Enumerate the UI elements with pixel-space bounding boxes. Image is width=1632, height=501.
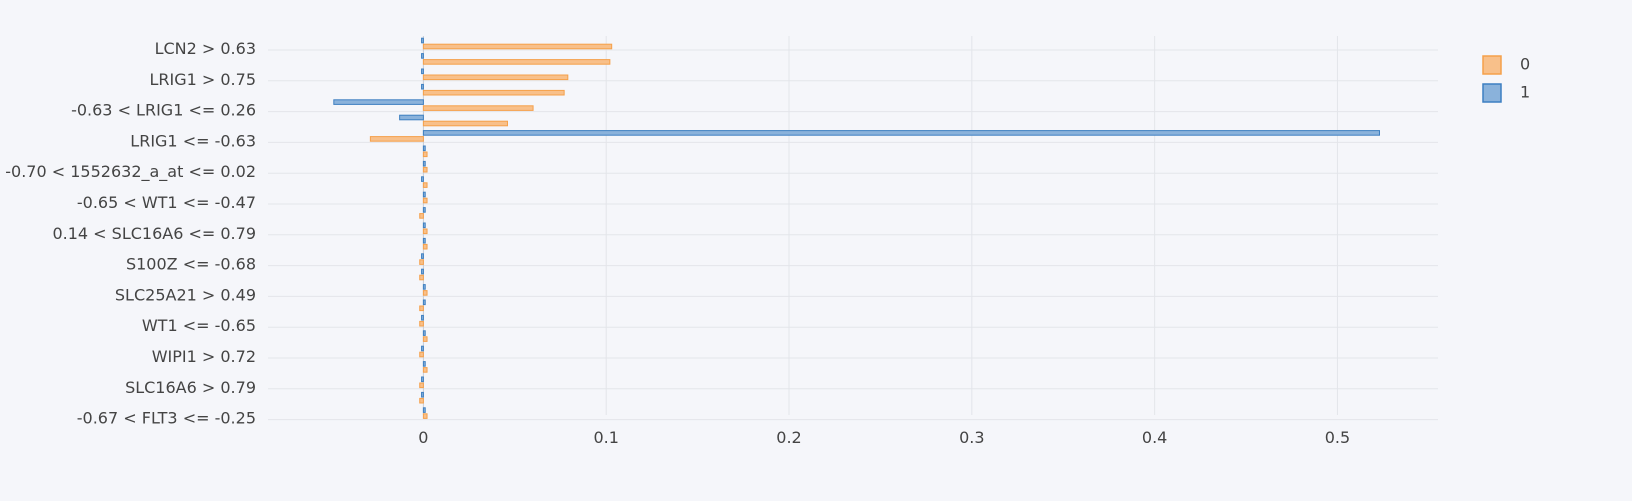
y-tick-label: S100Z <= -0.68 (126, 255, 256, 274)
bar-series-0[interactable] (422, 59, 611, 65)
y-tick-label: SLC25A21 > 0.49 (115, 285, 256, 304)
bar-series-0[interactable] (419, 274, 424, 281)
bars-layer (333, 37, 1380, 419)
bar-series-1[interactable] (421, 37, 424, 44)
x-tick-label: 0.1 (593, 428, 618, 447)
bar-series-0[interactable] (422, 197, 428, 204)
x-tick-label: 0.4 (1142, 428, 1167, 447)
bar-series-1[interactable] (421, 53, 424, 59)
bar-series-0[interactable] (369, 136, 424, 142)
bar-series-1[interactable] (422, 330, 426, 336)
bar-series-1[interactable] (422, 130, 1380, 136)
y-tick-label: -0.63 < LRIG1 <= 0.26 (71, 101, 256, 120)
legend[interactable]: 01 (1482, 55, 1530, 103)
bar-series-0[interactable] (419, 351, 424, 358)
bar-series-1[interactable] (421, 345, 424, 352)
legend-label-series-0[interactable]: 0 (1520, 55, 1530, 74)
bar-series-0[interactable] (419, 305, 424, 312)
y-tick-label: LCN2 > 0.63 (155, 39, 256, 58)
x-tick-label: 0.2 (776, 428, 801, 447)
bar-series-0[interactable] (422, 74, 569, 81)
y-tick-label: WIPI1 > 0.72 (152, 347, 256, 366)
bar-series-0[interactable] (419, 382, 424, 389)
bar-series-1[interactable] (421, 268, 424, 275)
bar-series-1[interactable] (422, 237, 426, 244)
bar-series-1[interactable] (421, 83, 424, 90)
x-tick-label: 0.5 (1325, 428, 1350, 447)
bar-series-1[interactable] (422, 191, 426, 198)
x-axis: 0 0.1 0.2 0.3 0.4 0.5 (418, 428, 1350, 447)
bar-series-0[interactable] (422, 105, 534, 111)
bar-series-0[interactable] (419, 397, 424, 404)
y-tick-label: WT1 <= -0.65 (142, 316, 256, 335)
bar-series-0[interactable] (422, 413, 428, 419)
legend-swatch-series-0[interactable] (1482, 55, 1502, 75)
bar-series-1[interactable] (399, 114, 424, 121)
bar-series-1[interactable] (333, 99, 424, 105)
bar-series-0[interactable] (422, 166, 428, 173)
x-tick-label: 0 (418, 428, 428, 447)
bar-series-0[interactable] (422, 228, 428, 235)
bar-series-1[interactable] (422, 160, 426, 167)
y-tick-label: LRIG1 > 0.75 (149, 70, 256, 89)
bar-series-1[interactable] (422, 284, 426, 290)
y-axis: LCN2 > 0.63 LRIG1 > 0.75 -0.63 < LRIG1 <= … (5, 39, 256, 428)
bar-series-1[interactable] (422, 407, 426, 413)
bar-series-1[interactable] (421, 314, 424, 321)
bar-series-0[interactable] (419, 320, 424, 327)
y-tick-label: -0.70 < 1552632_a_at <= 0.02 (5, 162, 256, 182)
legend-label-series-1[interactable]: 1 (1520, 83, 1530, 102)
y-tick-label: -0.65 < WT1 <= -0.47 (77, 193, 256, 212)
bar-series-0[interactable] (419, 259, 424, 265)
bar-series-1[interactable] (422, 361, 426, 367)
bar-series-1[interactable] (422, 299, 426, 306)
y-tick-label: LRIG1 <= -0.63 (130, 131, 256, 150)
bar-series-1[interactable] (421, 176, 424, 182)
bar-series-1[interactable] (422, 145, 426, 152)
bar-series-0[interactable] (422, 120, 508, 127)
bar-series-0[interactable] (422, 182, 428, 188)
bar-series-0[interactable] (422, 43, 613, 50)
y-tick-label: 0.14 < SLC16A6 <= 0.79 (52, 224, 256, 243)
bar-series-0[interactable] (422, 243, 428, 250)
y-tick-label: SLC16A6 > 0.79 (125, 378, 256, 397)
bar-series-0[interactable] (422, 89, 565, 96)
bar-series-1[interactable] (422, 222, 426, 229)
bar-series-0[interactable] (419, 213, 424, 219)
bar-series-0[interactable] (422, 336, 428, 342)
legend-swatch-series-1[interactable] (1482, 83, 1502, 103)
bar-series-0[interactable] (422, 151, 428, 158)
bar-series-1[interactable] (421, 376, 424, 383)
bar-series-1[interactable] (421, 68, 424, 75)
bar-series-1[interactable] (421, 253, 424, 259)
bar-series-0[interactable] (422, 367, 428, 373)
bar-series-1[interactable] (422, 207, 426, 213)
bar-series-1[interactable] (421, 391, 424, 398)
y-tick-label: -0.67 < FLT3 <= -0.25 (77, 409, 256, 428)
bar-series-0[interactable] (422, 290, 428, 296)
x-tick-label: 0.3 (959, 428, 984, 447)
